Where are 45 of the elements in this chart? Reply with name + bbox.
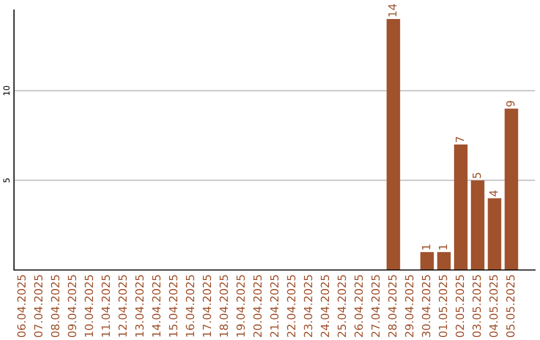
x-tick-label: 10.04.2025 [84, 275, 94, 337]
x-tick-label: 22.04.2025 [287, 275, 296, 337]
x-tick-label: 06.04.2025 [17, 275, 26, 338]
bar [470, 180, 484, 270]
x-tick-label: 12.04.2025 [118, 275, 127, 337]
x-tick-label: 16.04.2025 [186, 275, 194, 337]
bar [386, 18, 400, 270]
x-tick-label: 29.04.2025 [405, 275, 414, 337]
x-tick-label: 21.04.2025 [270, 275, 279, 337]
x-tick-label: 19.04.2025 [236, 275, 245, 337]
x-tick-label: 18.04.2025 [220, 275, 228, 337]
bar [420, 252, 434, 270]
x-tick-label: 15.04.2025 [168, 275, 178, 337]
x-tick-label: 07.04.2025 [34, 275, 43, 338]
bar [437, 252, 451, 270]
data-label: 14 [388, 4, 396, 16]
x-tick-label: 01.05.2025 [438, 275, 448, 338]
data-label: 9 [506, 100, 515, 107]
x-tick-label: 25.04.2025 [338, 275, 346, 337]
x-tick-label: 09.04.2025 [68, 275, 76, 338]
x-tick-label: 08.04.2025 [50, 275, 60, 338]
y-tick-label: 10 [3, 86, 10, 96]
x-tick-label: 14.04.2025 [152, 275, 161, 337]
data-label: 7 [456, 136, 464, 142]
bar [488, 198, 502, 270]
x-tick-label: 20.04.2025 [253, 275, 262, 337]
data-label: 1 [438, 244, 448, 250]
x-tick-label: 28.04.2025 [388, 275, 397, 337]
x-tick-label: 11.04.2025 [102, 275, 110, 337]
x-tick-label: 13.04.2025 [135, 275, 144, 337]
x-tick-label: 03.05.2025 [472, 275, 481, 338]
x-tick-label: 27.04.2025 [371, 275, 380, 337]
data-label: 1 [422, 244, 430, 250]
x-tick-label: 30.04.2025 [422, 275, 430, 337]
x-tick-label: 17.04.2025 [202, 275, 212, 337]
x-tick-label: 02.05.2025 [456, 275, 464, 338]
data-label: 4 [490, 190, 498, 196]
x-tick-label: 05.05.2025 [506, 275, 515, 338]
bar [454, 144, 468, 270]
x-tick-label: 04.05.2025 [489, 275, 498, 338]
x-tick-label: 26.04.2025 [354, 275, 363, 337]
data-label: 5 [472, 172, 481, 178]
bar [504, 108, 518, 270]
x-tick-label: 24.04.2025 [320, 275, 330, 337]
x-tick-label: 23.04.2025 [304, 275, 312, 337]
